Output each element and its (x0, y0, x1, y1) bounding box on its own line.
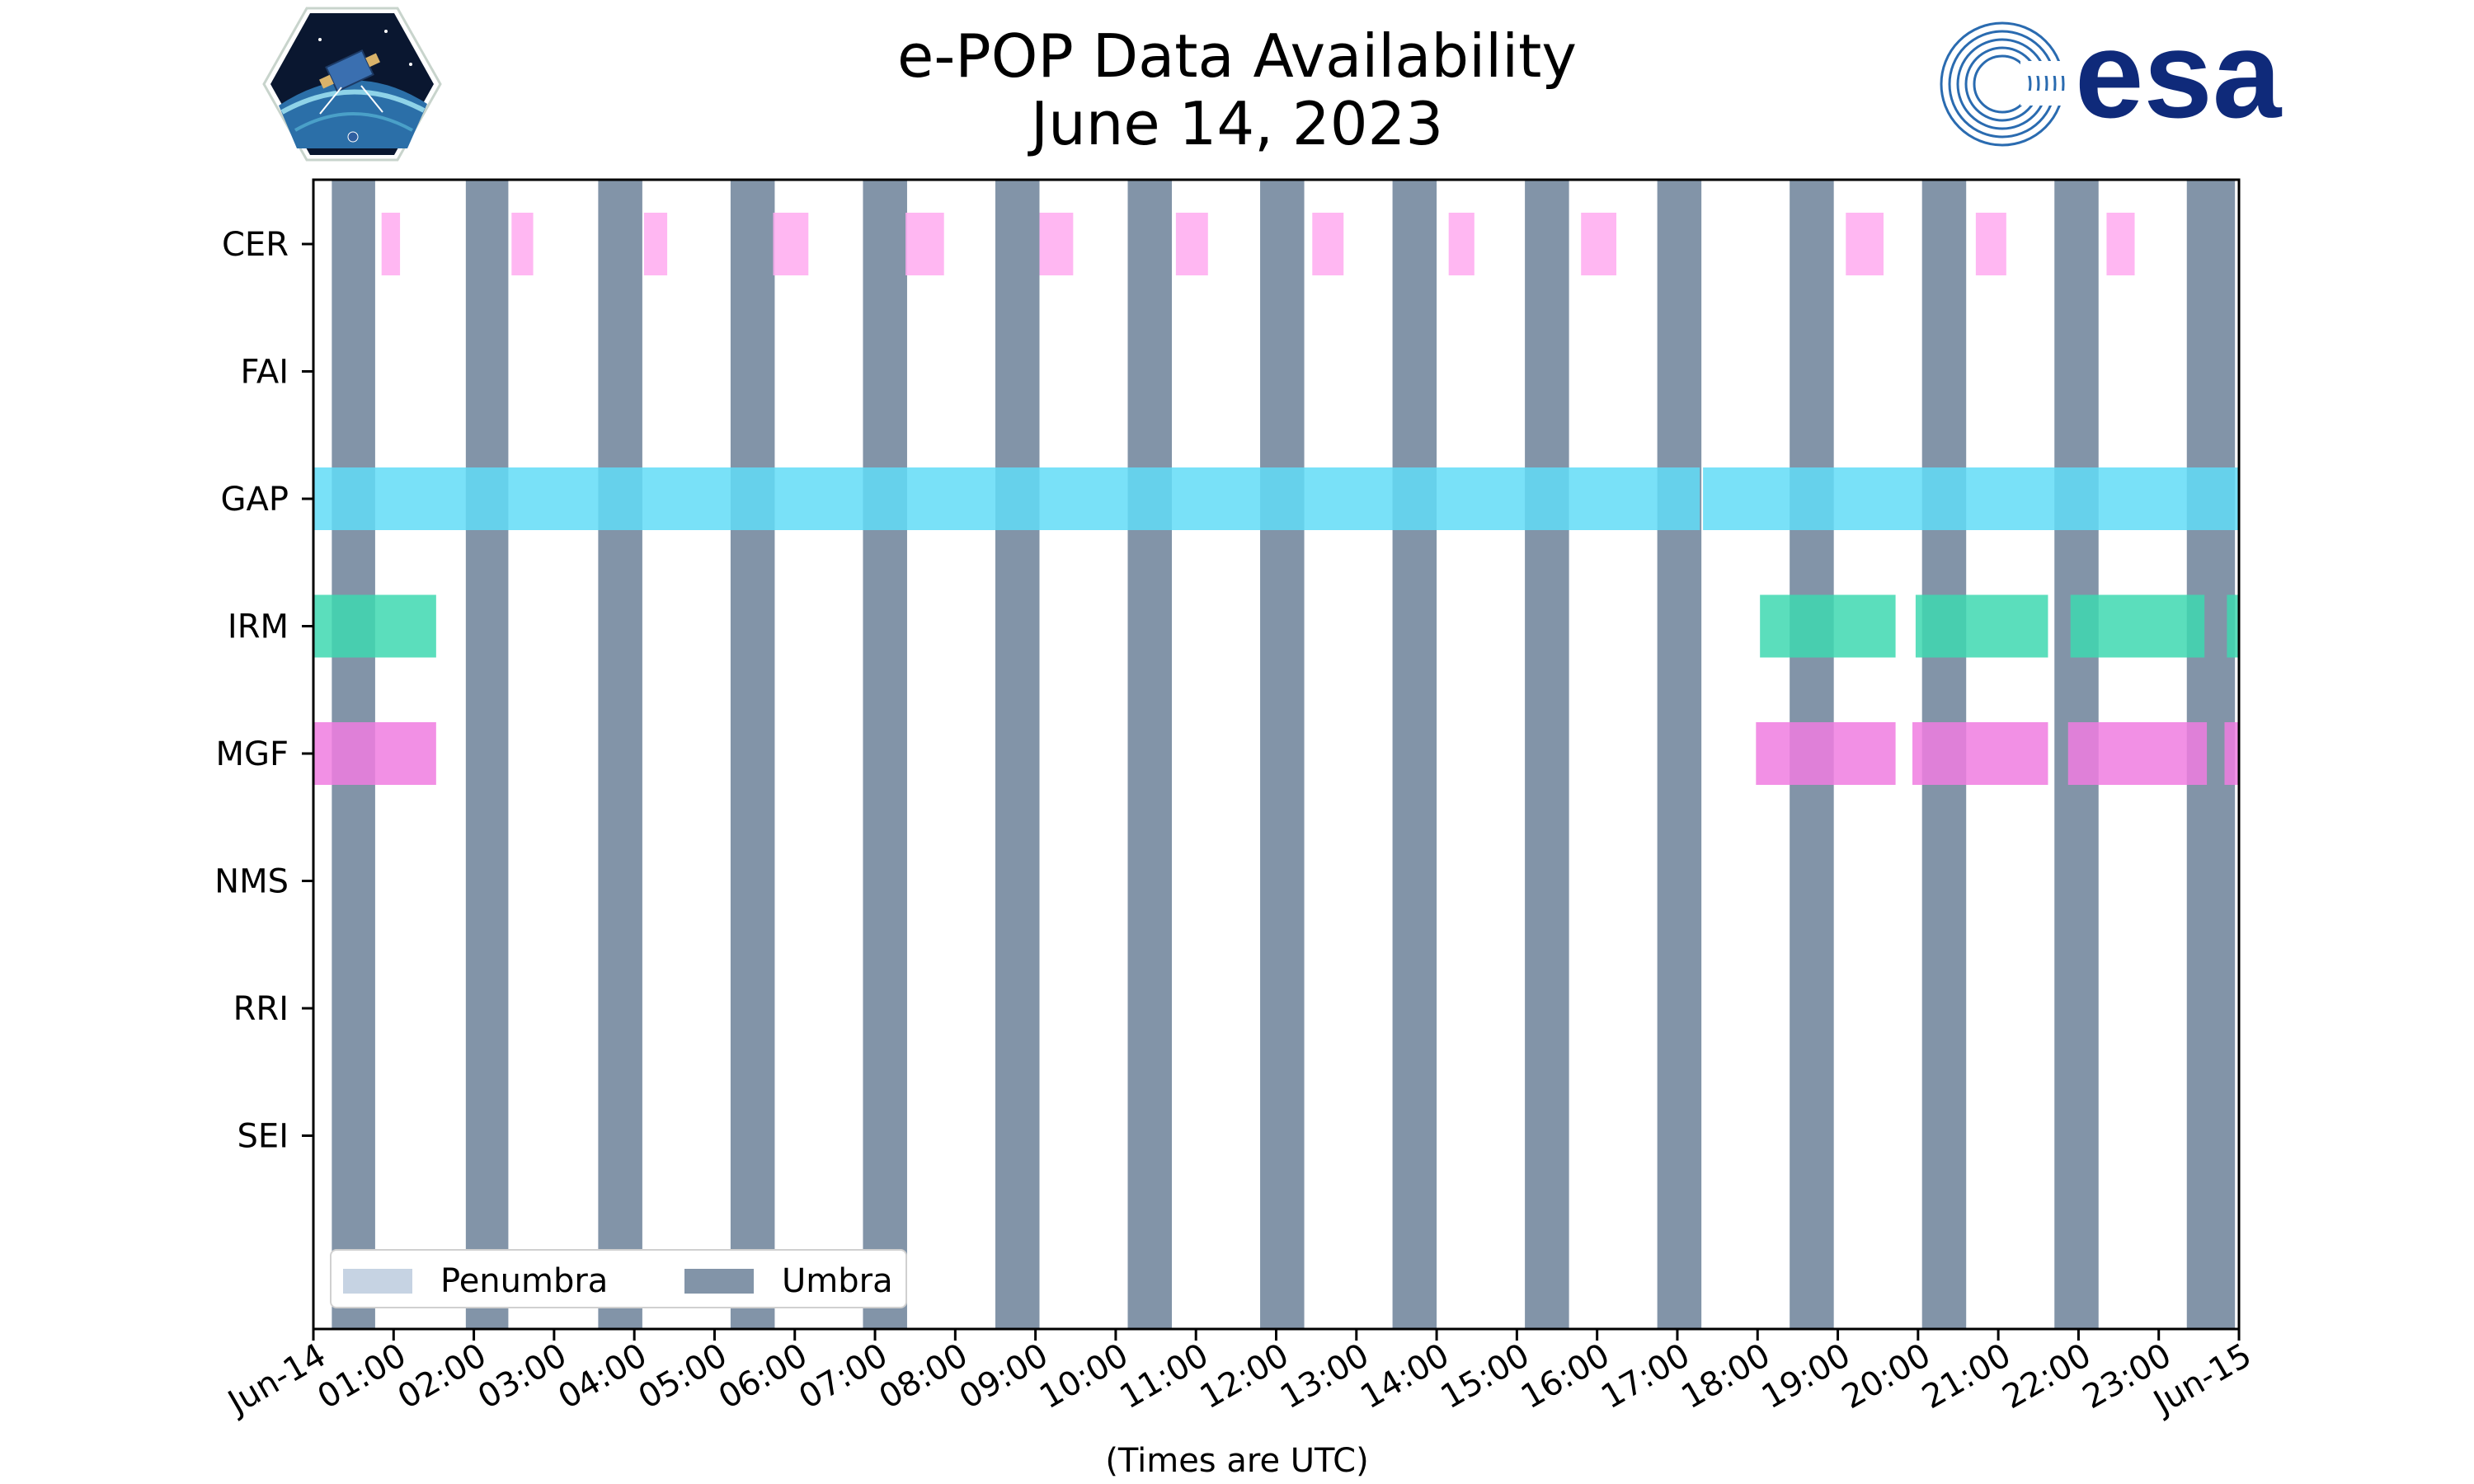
y-tick-label: RRI (233, 990, 289, 1028)
legend-label-umbra: Umbra (782, 1262, 893, 1300)
esa-logo: esa (1940, 18, 2283, 147)
data-bar-mgf (2067, 722, 2208, 785)
y-tick-label: IRM (228, 608, 289, 646)
data-bar-cer (1448, 213, 1475, 275)
y-tick-label: NMS (214, 863, 289, 901)
x-tick-label: 06:00 (713, 1336, 814, 1416)
data-bar-irm (1760, 594, 1896, 658)
chart-legend: Penumbra Umbra (330, 1249, 907, 1308)
legend-swatch-penumbra (343, 1269, 412, 1294)
y-tick-label: SEI (238, 1118, 289, 1156)
x-axis-label: (Times are UTC) (1105, 1442, 1369, 1480)
umbra-band (1392, 180, 1437, 1329)
data-bar-cer (905, 213, 944, 275)
data-bar-gap (313, 467, 1700, 530)
x-tick-label: 11:00 (1113, 1336, 1215, 1416)
data-bar-cer (643, 213, 668, 275)
umbra-band (1260, 180, 1305, 1329)
data-bar-irm (313, 594, 436, 658)
legend-label-penumbra: Penumbra (440, 1262, 609, 1300)
data-bar-irm (2227, 594, 2239, 658)
x-tick-label: 10:00 (1033, 1336, 1135, 1416)
data-bar-irm (1915, 594, 2048, 658)
x-tick-label: 14:00 (1354, 1336, 1456, 1416)
x-tick-label: 21:00 (1916, 1336, 2017, 1416)
data-bar-mgf (313, 722, 436, 785)
legend-swatch-umbra (684, 1269, 754, 1294)
chart-title: e-POP Data Availability (897, 21, 1577, 91)
data-bar-mgf (1756, 722, 1896, 785)
y-tick-label: FAI (241, 354, 289, 392)
x-tick-label: 13:00 (1274, 1336, 1376, 1416)
x-tick-label: 02:00 (392, 1336, 493, 1416)
data-bar-cer (1846, 213, 1884, 275)
x-tick-label: 12:00 (1194, 1336, 1296, 1416)
data-bar-cer (511, 213, 534, 275)
data-bar-cer (1975, 213, 2006, 275)
x-tick-label: 05:00 (633, 1336, 734, 1416)
umbra-band (1127, 180, 1173, 1329)
data-bar-irm (2070, 594, 2205, 658)
umbra-band (1657, 180, 1702, 1329)
data-bar-cer (1039, 213, 1074, 275)
x-tick-label: 07:00 (793, 1336, 894, 1416)
y-tick-label: CER (222, 226, 289, 264)
x-tick-label: 15:00 (1435, 1336, 1536, 1416)
cassiope-logo (262, 7, 442, 162)
x-tick-label: 22:00 (1997, 1336, 2098, 1416)
umbra-band (1525, 180, 1569, 1329)
umbra-band (863, 180, 907, 1329)
data-bar-gap (1703, 467, 2239, 530)
x-tick-label: 18:00 (1675, 1336, 1776, 1416)
y-tick-label: MGF (215, 735, 289, 773)
umbra-band (598, 180, 642, 1329)
x-tick-label: 16:00 (1515, 1336, 1616, 1416)
umbra-band (730, 180, 775, 1329)
x-tick-label: 03:00 (472, 1336, 573, 1416)
x-tick-label: Jun-14 (220, 1336, 332, 1423)
umbra-band (995, 180, 1040, 1329)
data-bar-mgf (1912, 722, 2048, 785)
chart-subtitle: June 14, 2023 (1030, 89, 1444, 158)
data-bar-cer (773, 213, 809, 275)
data-bar-cer (2106, 213, 2135, 275)
x-tick-label: 19:00 (1756, 1336, 1857, 1416)
x-tick-label: 20:00 (1836, 1336, 1937, 1416)
y-tick-label: GAP (221, 481, 289, 519)
x-tick-label: 04:00 (552, 1336, 653, 1416)
x-tick-label: 01:00 (311, 1336, 412, 1416)
data-bar-cer (1581, 213, 1617, 275)
data-bar-cer (1175, 213, 1208, 275)
esa-logo-text: esa (2075, 18, 2283, 143)
data-bar-cer (1312, 213, 1344, 275)
x-tick-label: 09:00 (953, 1336, 1055, 1416)
data-bar-mgf (2224, 722, 2239, 785)
data-bar-cer (381, 213, 401, 275)
x-tick-label: 17:00 (1595, 1336, 1696, 1416)
x-tick-label: 08:00 (872, 1336, 974, 1416)
umbra-band (465, 180, 509, 1329)
